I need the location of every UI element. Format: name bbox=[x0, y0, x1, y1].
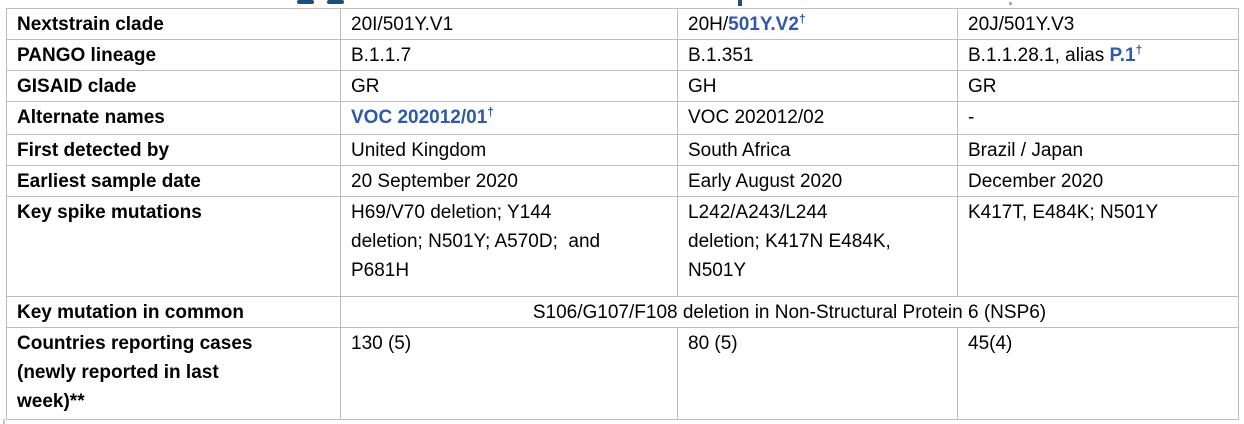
cell-pango-v2: B.1.351 bbox=[677, 39, 958, 71]
cell-detected-v3: Brazil / Japan bbox=[957, 134, 1239, 166]
cell-alternate-v1: VOC 202012/01† bbox=[340, 101, 678, 135]
dagger-superscript: † bbox=[487, 105, 494, 119]
table-row-alternate-names: Alternate names VOC 202012/01† VOC 20201… bbox=[6, 101, 1239, 135]
table-row-key-mutation-common: Key mutation in common S106/G107/F108 de… bbox=[6, 296, 1239, 328]
row-label-earliest-sample: Earliest sample date bbox=[6, 165, 341, 197]
cell-nextstrain-v2: 20H/501Y.V2† bbox=[677, 8, 958, 40]
cell-detected-v1: United Kingdom bbox=[340, 134, 678, 166]
cell-text-highlight: 501Y.V2 bbox=[728, 14, 799, 35]
table-row-nextstrain-clade: Nextstrain clade 20I/501Y.V1 20H/501Y.V2… bbox=[6, 8, 1239, 40]
cell-gisaid-v3: GR bbox=[957, 70, 1239, 102]
row-label-first-detected: First detected by bbox=[6, 134, 341, 166]
row-label-nextstrain-clade: Nextstrain clade bbox=[6, 8, 341, 40]
cell-text: 20H/ bbox=[688, 14, 729, 35]
row-label-gisaid-clade: GISAID clade bbox=[6, 70, 341, 102]
cell-gisaid-v2: GH bbox=[677, 70, 958, 102]
row-label-alternate-names: Alternate names bbox=[6, 101, 341, 135]
heading-descender-fragment bbox=[297, 0, 314, 4]
cell-earliest-v3: December 2020 bbox=[957, 165, 1239, 197]
variant-comparison-table: Nextstrain clade 20I/501Y.V1 20H/501Y.V2… bbox=[6, 8, 1239, 420]
dagger-superscript: † bbox=[798, 12, 806, 26]
cell-gisaid-v1: GR bbox=[340, 70, 678, 102]
dagger-superscript: † bbox=[1135, 43, 1143, 57]
cell-text-highlight: P.1 bbox=[1109, 45, 1136, 66]
table-row-countries-reporting: Countries reporting cases (newly reporte… bbox=[6, 327, 1239, 420]
heading-descender-fragment bbox=[327, 0, 344, 4]
cell-pango-v3: B.1.1.28.1, alias P.1† bbox=[957, 39, 1239, 71]
row-label-key-spike-mutations: Key spike mutations bbox=[6, 196, 341, 297]
cell-earliest-v2: Early August 2020 bbox=[677, 165, 958, 197]
cell-spike-v1: H69/V70 deletion; Y144 deletion; N501Y; … bbox=[340, 196, 678, 297]
table-row-key-spike-mutations: Key spike mutations H69/V70 deletion; Y1… bbox=[6, 196, 1239, 297]
table-row-first-detected: First detected by United Kingdom South A… bbox=[6, 134, 1239, 166]
row-label-countries-reporting: Countries reporting cases (newly reporte… bbox=[6, 327, 341, 420]
cell-pango-v1: B.1.1.7 bbox=[340, 39, 678, 71]
cell-countries-v2: 80 (5) bbox=[677, 327, 958, 420]
cell-countries-v1: 130 (5) bbox=[340, 327, 678, 420]
row-label-pango-lineage: PANGO lineage bbox=[6, 39, 341, 71]
heading-descender-fragment bbox=[1009, 2, 1012, 5]
table-row-gisaid-clade: GISAID clade GR GH GR bbox=[6, 70, 1239, 102]
cropped-footnote-fragment bbox=[3, 419, 5, 424]
table-row-earliest-sample: Earliest sample date 20 September 2020 E… bbox=[6, 165, 1239, 197]
cell-nextstrain-v3: 20J/501Y.V3 bbox=[957, 8, 1239, 40]
cell-text-highlight: VOC 202012/01 bbox=[351, 107, 488, 128]
cell-detected-v2: South Africa bbox=[677, 134, 958, 166]
cell-spike-v3: K417T, E484K; N501Y bbox=[957, 196, 1239, 297]
row-label-key-mutation-common: Key mutation in common bbox=[6, 296, 341, 328]
cell-spike-v2: L242/A243/L244 deletion; K417N E484K, N5… bbox=[677, 196, 958, 297]
cell-alternate-v3: - bbox=[957, 101, 1239, 135]
table-row-pango-lineage: PANGO lineage B.1.1.7 B.1.351 B.1.1.28.1… bbox=[6, 39, 1239, 71]
heading-descender-fragment bbox=[738, 0, 742, 6]
cell-countries-v3: 45(4) bbox=[957, 327, 1239, 420]
cell-alternate-v2: VOC 202012/02 bbox=[677, 101, 958, 135]
cell-earliest-v1: 20 September 2020 bbox=[340, 165, 678, 197]
cell-text: B.1.1.28.1, alias bbox=[968, 45, 1110, 66]
cell-common-merged: S106/G107/F108 deletion in Non-Structura… bbox=[340, 296, 1239, 328]
cell-nextstrain-v1: 20I/501Y.V1 bbox=[340, 8, 678, 40]
